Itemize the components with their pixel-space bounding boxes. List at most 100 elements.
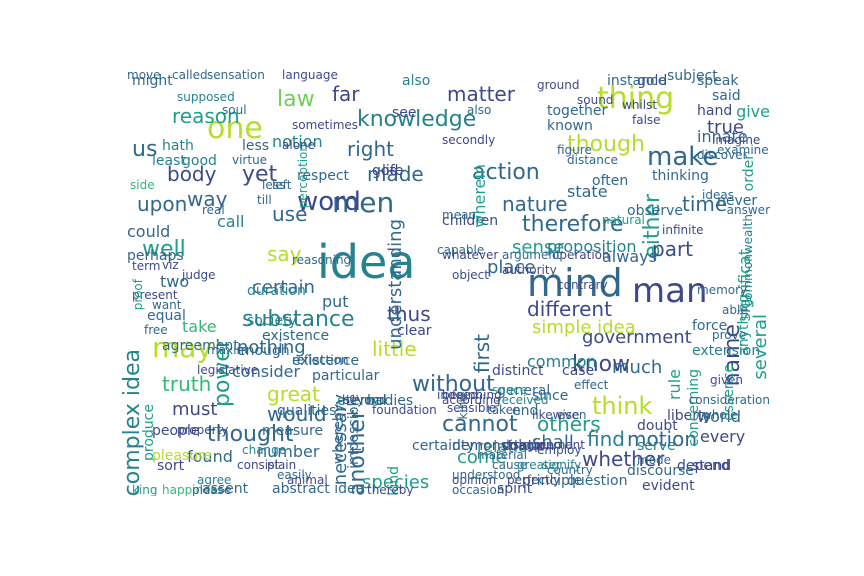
cloud-word: judge [182,268,216,282]
cloud-word: spirit [497,481,533,496]
cloud-word: perhaps [127,248,184,264]
cloud-word: king [132,483,158,496]
cloud-word: common [527,352,597,371]
cloud-word: whole [702,408,738,422]
cloud-word: understood [452,468,521,482]
cloud-word: whilst [622,98,658,112]
cloud-word: material [477,448,528,462]
cloud-word: natural [602,213,645,227]
cloud-word: given [710,373,744,387]
cloud-word: concerning [686,369,702,447]
cloud-word: therefore [522,212,624,237]
cloud-word: mean [442,208,477,222]
cloud-word: put [322,292,349,311]
cloud-word: country [547,463,593,477]
cloud-word: well [142,237,186,262]
cloud-word: observe [627,203,684,219]
cloud-word: thus [387,302,431,326]
cloud-word: whether [582,447,665,471]
cloud-word: consist [237,458,280,472]
cloud-word: side [130,178,155,192]
cloud-word: authority [502,263,557,277]
cloud-word: time [682,192,728,216]
cloud-word: whatever [442,248,499,262]
cloud-word: reason [172,104,240,128]
cloud-word: disagreement [502,438,585,452]
cloud-word: substance [242,307,355,332]
cloud-word: free [144,323,168,337]
cloud-word: force [692,318,728,334]
cloud-word: never [717,193,758,209]
cloud-word: pleasure [152,448,213,464]
cloud-word: little [372,337,417,361]
cloud-word: viz [162,258,179,272]
cloud-word: existence [292,353,360,369]
cloud-word: agree [197,473,232,487]
cloud-word: taken [487,403,521,417]
cloud-word: sound [577,93,614,107]
cloud-word: species [362,472,430,493]
cloud-word: happiness [162,483,224,496]
cloud-word: infinite [662,223,704,237]
cloud-word: different [527,297,612,321]
cloud-word: beyond [342,393,387,407]
cloud-word: consideration [688,393,770,407]
cloud-word: notion [272,132,323,151]
cloud-word: know [572,352,631,377]
word-cloud: idea mind one thing men may make man word know yet… [122,64,770,496]
cloud-word: depend [677,458,730,474]
cloud-word: discover [697,148,748,162]
cloud-word: supposed [177,90,235,104]
cloud-word: effect [574,378,609,392]
cloud-word: respect [297,168,350,184]
cloud-word: space [492,383,528,397]
cloud-word: relation [477,437,538,456]
cloud-word: hath [162,138,194,154]
cloud-word: received [497,393,549,407]
cloud-word: together [547,103,608,119]
cloud-word: certain [252,277,315,298]
cloud-word: left [272,178,292,192]
cloud-word: good [182,153,217,169]
cloud-word: question [567,473,628,489]
cloud-word: take [182,317,217,336]
cloud-word: memory [697,283,748,297]
cloud-word: law [277,87,315,112]
cloud-word: till [257,193,272,207]
cloud-word: thing [597,81,675,116]
cloud-word: much [612,357,663,378]
cloud-word: mode [637,453,672,467]
cloud-word: innate [697,127,748,146]
cloud-word: yet [242,162,278,187]
cloud-word: world [697,407,742,426]
cloud-word: principle [522,473,583,489]
cloud-word: cannot [442,412,518,437]
cloud-word: simple idea [532,317,636,338]
cloud-word: reasoning [292,253,352,267]
cloud-word: alone [282,138,316,152]
cloud-word: often [592,173,629,189]
cloud-word: according [442,393,501,407]
cloud-word: people [152,423,200,439]
cloud-word: plain [267,458,297,472]
cloud-word: men [332,186,395,219]
cloud-word: idea [317,235,416,289]
cloud-word: easily [277,468,312,482]
cloud-word: body [167,162,217,186]
cloud-word: see [392,105,417,121]
cloud-word: ideas [702,188,734,202]
cloud-word: kind [456,394,470,420]
cloud-word: rule [665,369,684,401]
cloud-word: known [547,118,593,134]
cloud-word: doubt [637,418,678,434]
cloud-word: less [242,138,270,154]
cloud-word: true [707,117,744,138]
cloud-word: sensible [447,401,497,415]
cloud-word: made [367,162,424,186]
cloud-word: may [152,331,214,364]
cloud-word: beginning [442,388,502,402]
cloud-word: perfectly [507,473,561,487]
cloud-word: property [177,423,229,437]
cloud-word: great [267,382,320,406]
cloud-word: matter [447,82,515,106]
